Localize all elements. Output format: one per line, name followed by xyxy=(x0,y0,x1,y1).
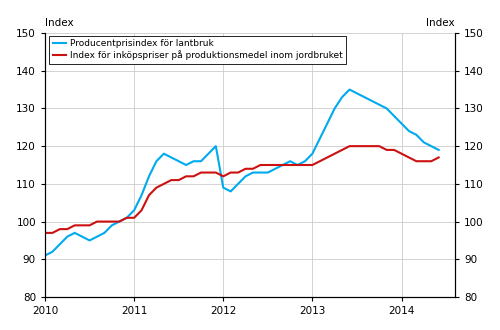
Producentprisindex för lantbruk xyxy=(258,171,264,175)
Text: Index: Index xyxy=(45,18,74,28)
Index för inköpspriser på produktionsmedel inom jordbruket xyxy=(109,219,115,223)
Index för inköpspriser på produktionsmedel inom jordbruket xyxy=(42,231,48,235)
Index för inköpspriser på produktionsmedel inom jordbruket xyxy=(310,163,316,167)
Text: Index: Index xyxy=(426,18,455,28)
Producentprisindex för lantbruk xyxy=(109,223,115,227)
Line: Producentprisindex för lantbruk: Producentprisindex för lantbruk xyxy=(45,89,438,255)
Index för inköpspriser på produktionsmedel inom jordbruket xyxy=(258,163,264,167)
Index för inköpspriser på produktionsmedel inom jordbruket xyxy=(436,155,442,159)
Producentprisindex för lantbruk xyxy=(280,163,285,167)
Producentprisindex för lantbruk xyxy=(42,253,48,257)
Line: Index för inköpspriser på produktionsmedel inom jordbruket: Index för inköpspriser på produktionsmed… xyxy=(45,146,438,233)
Producentprisindex för lantbruk xyxy=(272,167,278,171)
Producentprisindex för lantbruk xyxy=(436,148,442,152)
Index för inköpspriser på produktionsmedel inom jordbruket xyxy=(272,163,278,167)
Producentprisindex för lantbruk xyxy=(346,87,352,91)
Index för inköpspriser på produktionsmedel inom jordbruket xyxy=(280,163,285,167)
Index för inköpspriser på produktionsmedel inom jordbruket xyxy=(190,174,196,178)
Producentprisindex för lantbruk xyxy=(190,159,196,163)
Legend: Producentprisindex för lantbruk, Index för inköpspriser på produktionsmedel inom: Producentprisindex för lantbruk, Index f… xyxy=(49,36,346,64)
Producentprisindex för lantbruk xyxy=(310,152,316,156)
Index för inköpspriser på produktionsmedel inom jordbruket xyxy=(346,144,352,148)
